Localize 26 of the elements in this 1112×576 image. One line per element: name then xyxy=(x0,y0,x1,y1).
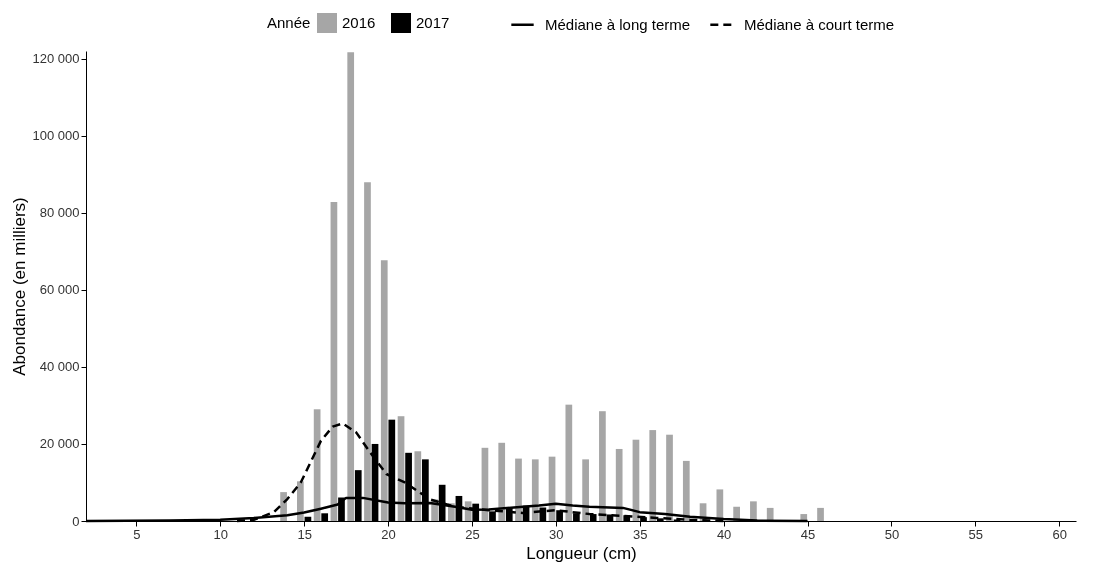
y-tick-label: 0 xyxy=(72,513,80,529)
y-tick-label: 20 000 xyxy=(39,436,80,452)
x-tick-label: 25 xyxy=(465,526,480,542)
x-tick-label: 40 xyxy=(716,526,732,542)
x-axis-title: Longueur (cm) xyxy=(526,543,637,563)
y-tick-label: 40 000 xyxy=(39,359,80,375)
x-tick-label: 35 xyxy=(632,526,648,542)
y-axis-title: Abondance (en milliers) xyxy=(9,197,29,376)
y-tick-label: 60 000 xyxy=(39,282,80,298)
legend-label: 2016 xyxy=(342,14,376,31)
x-tick-label: 60 xyxy=(1052,526,1067,542)
x-tick-label: 50 xyxy=(884,526,900,542)
legend-label: Médiane à court terme xyxy=(744,15,895,33)
x-tick-label: 15 xyxy=(297,526,312,542)
y-tick-label: 120 000 xyxy=(32,51,80,67)
legend-label: 2017 xyxy=(416,14,450,31)
legend-label: Médiane à long terme xyxy=(545,15,691,33)
x-tick-label: 10 xyxy=(213,526,228,542)
x-tick-label: 30 xyxy=(549,526,564,542)
legend-title: Année xyxy=(267,14,311,31)
y-tick-label: 100 000 xyxy=(32,128,80,144)
y-tick-label: 80 000 xyxy=(39,205,80,221)
x-tick-label: 5 xyxy=(133,526,141,542)
x-tick-label: 45 xyxy=(800,526,816,542)
x-tick-label: 20 xyxy=(381,526,396,542)
x-tick-label: 55 xyxy=(968,526,984,542)
